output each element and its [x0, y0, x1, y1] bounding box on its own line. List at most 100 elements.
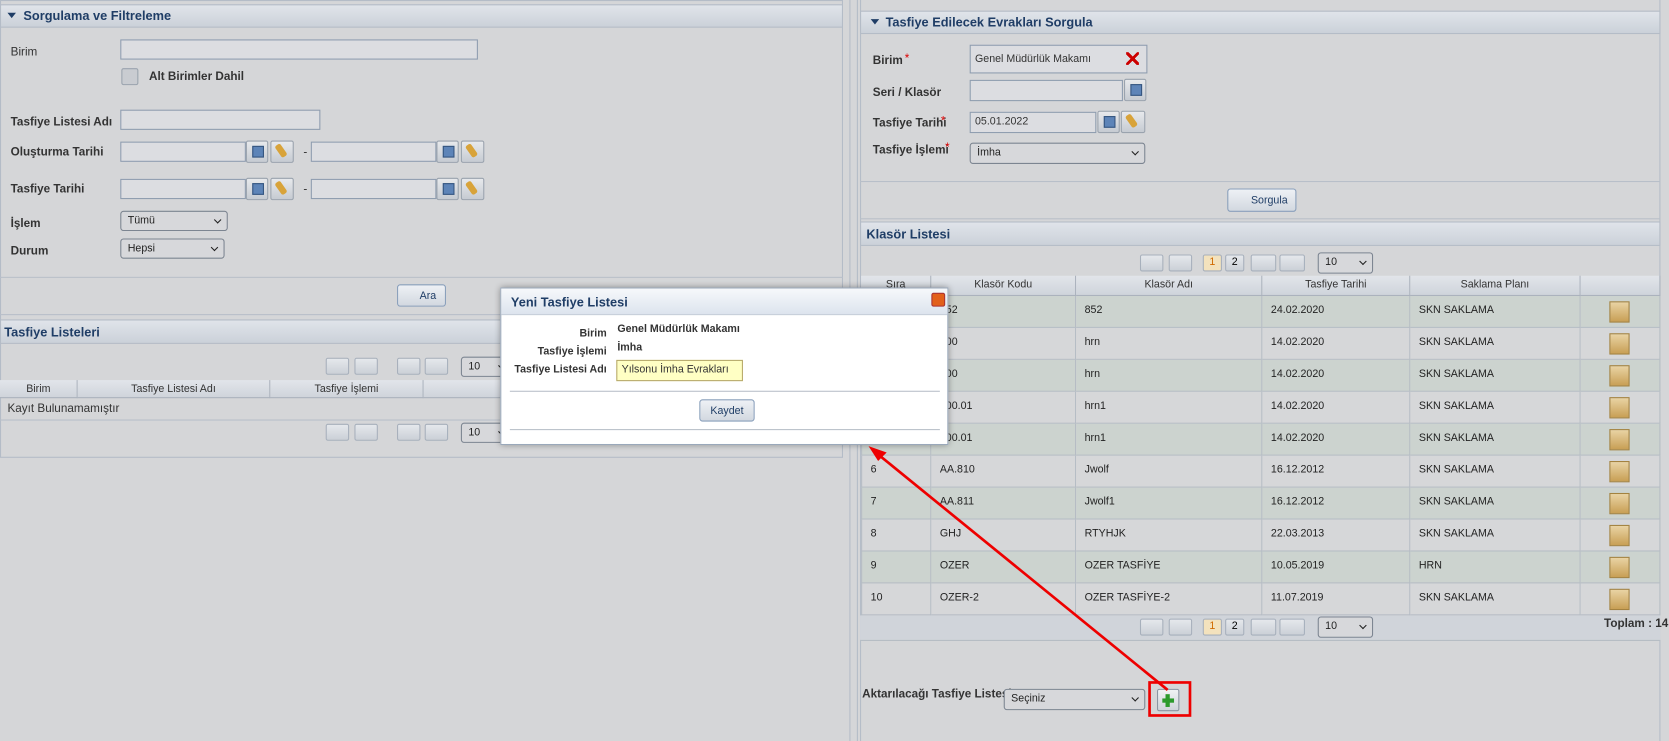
column-header[interactable]: Tasfiye İşlemi: [270, 380, 424, 399]
document-button[interactable]: [1609, 333, 1630, 355]
pager-button[interactable]: [424, 357, 449, 375]
label: Alt Birimler Dahil: [149, 70, 245, 84]
column-header[interactable]: Klasör Kodu: [931, 275, 1077, 296]
column-header[interactable]: Klasör Adı: [1076, 275, 1263, 296]
label: -: [303, 145, 308, 159]
button[interactable]: Sorgula: [1227, 188, 1297, 212]
section-header: [860, 10, 1661, 35]
label: Durum: [10, 244, 49, 258]
page-size-select[interactable]: 10: [1317, 252, 1374, 274]
cell: AA.810: [931, 455, 1077, 488]
select[interactable]: Seçiniz: [1003, 688, 1146, 711]
column-header[interactable]: Birim: [0, 380, 78, 399]
label: Birim: [10, 45, 38, 59]
calendar-icon[interactable]: [436, 140, 459, 163]
pager-button[interactable]: [354, 357, 378, 375]
label: Seri / Klasör: [872, 86, 942, 100]
cell: GHJ: [931, 519, 1077, 552]
collapse-icon[interactable]: [7, 12, 16, 19]
collapse-icon[interactable]: [870, 19, 880, 25]
document-button[interactable]: [1609, 397, 1630, 419]
close-button[interactable]: [931, 292, 946, 307]
select[interactable]: Tümü: [120, 210, 228, 232]
cell: OZER TASFİYE: [1076, 551, 1263, 584]
input[interactable]: [310, 141, 437, 162]
document-button[interactable]: [1609, 588, 1630, 611]
dialog-value: İmha: [617, 341, 643, 354]
input[interactable]: [969, 79, 1123, 102]
cell: SKN SAKLAMA: [1410, 359, 1581, 392]
cell: 100: [931, 327, 1077, 360]
cell: 14.02.2020: [1262, 423, 1411, 456]
section-title: Klasör Listesi: [866, 226, 951, 242]
divider: [0, 276, 844, 278]
calendar-icon[interactable]: [436, 177, 459, 201]
input[interactable]: [120, 141, 246, 162]
document-button[interactable]: [1609, 301, 1630, 323]
document-button[interactable]: [1609, 461, 1630, 483]
divider: [860, 180, 1661, 183]
calendar-icon[interactable]: [245, 177, 269, 201]
pager-button[interactable]: [1139, 618, 1164, 636]
input[interactable]: [120, 178, 246, 200]
cell: SKN SAKLAMA: [1410, 455, 1581, 488]
page-button[interactable]: 2: [1225, 254, 1245, 272]
pager-button[interactable]: [354, 423, 378, 441]
pager-button[interactable]: [325, 423, 350, 441]
cell: Jwolf: [1076, 455, 1263, 488]
pager-button[interactable]: [397, 357, 421, 375]
clear-icon[interactable]: [270, 140, 294, 163]
pager-button[interactable]: [1279, 618, 1305, 636]
column-header[interactable]: Tasfiye Listesi Adı: [77, 380, 271, 399]
divider: [0, 419, 844, 421]
document-button[interactable]: [1609, 365, 1630, 387]
page-size-select[interactable]: 10: [1317, 616, 1374, 638]
required-mark: *: [940, 114, 946, 128]
document-button[interactable]: [1609, 556, 1630, 579]
pager-button[interactable]: [325, 357, 350, 375]
column-header[interactable]: Tasfiye Tarihi: [1262, 275, 1411, 296]
cell: 16.12.2012: [1262, 455, 1411, 488]
document-button[interactable]: [1609, 429, 1630, 451]
clear-icon[interactable]: [1120, 110, 1146, 134]
button[interactable]: Ara: [397, 284, 446, 307]
dialog-label: Tasfiye İşlemi: [537, 346, 607, 358]
page-button[interactable]: 1: [1202, 254, 1222, 272]
clear-x[interactable]: [1126, 52, 1139, 65]
cell: hrn: [1076, 327, 1263, 360]
pager-button[interactable]: [1250, 254, 1277, 272]
pager-button[interactable]: [1139, 254, 1164, 272]
input[interactable]: [120, 109, 321, 130]
dialog-title: Yeni Tasfiye Listesi: [510, 294, 628, 310]
clear-icon[interactable]: [270, 177, 294, 201]
required-mark: *: [945, 141, 950, 155]
select[interactable]: Hepsi: [120, 238, 225, 259]
name-input[interactable]: Yılsonu İmha Evrakları: [616, 359, 743, 382]
clear-icon[interactable]: [460, 140, 485, 163]
button[interactable]: Kaydet: [699, 399, 755, 422]
pager-button[interactable]: [1168, 254, 1193, 272]
select[interactable]: İmha: [969, 142, 1146, 164]
page-button[interactable]: 2: [1225, 618, 1245, 636]
pager-button[interactable]: [424, 423, 449, 441]
page-button[interactable]: 1: [1202, 618, 1222, 636]
checkbox[interactable]: [121, 68, 139, 86]
pager-button[interactable]: [397, 423, 421, 441]
label: Birim: [872, 54, 903, 68]
input[interactable]: [120, 39, 478, 60]
pager-button[interactable]: [1250, 618, 1277, 636]
pager-button[interactable]: [1279, 254, 1305, 272]
label: Kayıt Bulunamamıştır: [7, 402, 120, 416]
clear-icon[interactable]: [460, 177, 485, 201]
calendar-icon[interactable]: [245, 140, 269, 163]
column-header[interactable]: Saklama Planı: [1410, 275, 1581, 296]
calendar-icon[interactable]: [1097, 110, 1120, 134]
document-button[interactable]: [1609, 524, 1630, 547]
input[interactable]: 05.01.2022: [969, 111, 1097, 134]
document-button[interactable]: [1609, 492, 1630, 515]
folder-icon[interactable]: [1124, 78, 1147, 102]
input[interactable]: [310, 178, 437, 200]
pager-button[interactable]: [1168, 618, 1193, 636]
cell: 14.02.2020: [1262, 359, 1411, 392]
cell: HRN: [1410, 551, 1581, 584]
